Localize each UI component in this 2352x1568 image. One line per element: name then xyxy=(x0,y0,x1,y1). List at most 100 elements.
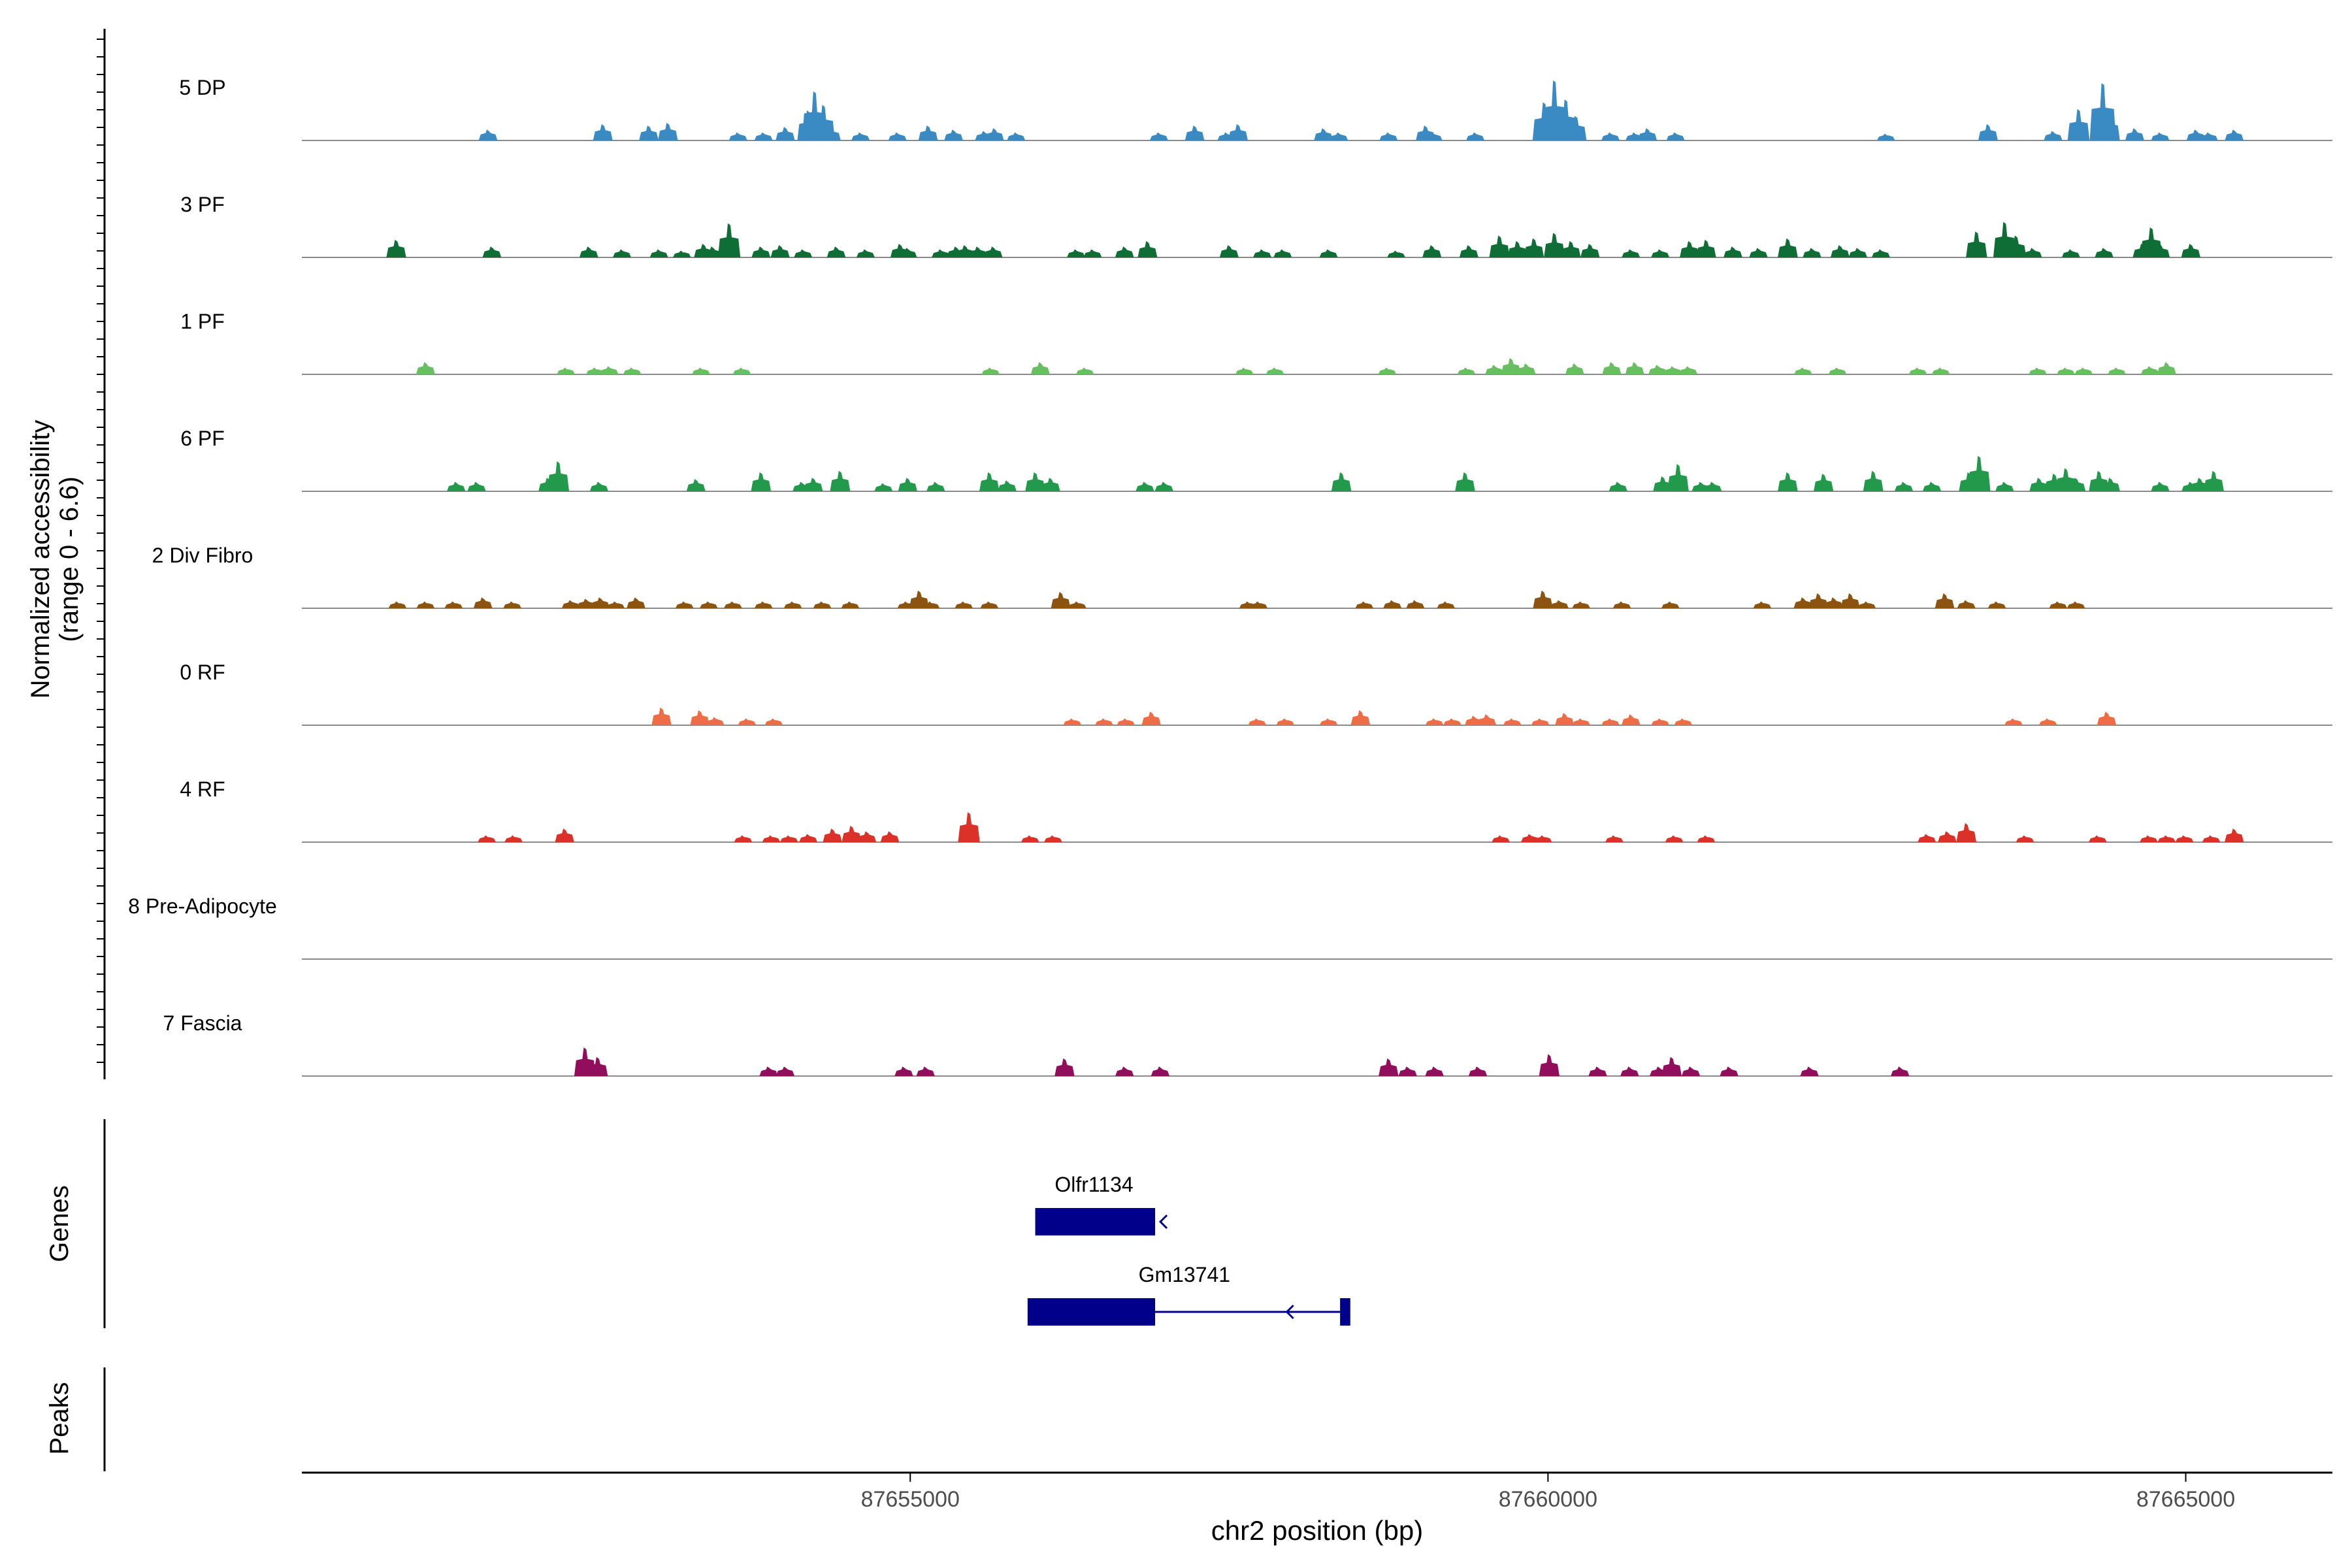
coverage-peak xyxy=(916,1066,935,1076)
coverage-peak xyxy=(1723,246,1742,257)
coverage-peak xyxy=(857,831,877,842)
track-8-pre-adipocyte: 8 Pre-Adipocyte xyxy=(128,894,2332,960)
coverage-peak xyxy=(1425,1066,1444,1076)
coverage-peak xyxy=(591,597,610,608)
coverage-peak xyxy=(1978,123,1998,140)
coverage-peak xyxy=(2061,249,2080,257)
coverage-peak xyxy=(1273,249,1292,257)
coverage-peak xyxy=(1580,244,1600,257)
coverage-peak xyxy=(1830,245,1850,257)
coverage-peak xyxy=(764,718,783,725)
gene-exon xyxy=(1035,1208,1156,1235)
track-2-div-fibro: 2 Div Fibro xyxy=(152,544,2332,609)
coverage-peak xyxy=(1406,600,1425,608)
coverage-peak xyxy=(1533,835,1552,842)
coverage-peak xyxy=(830,470,851,491)
coverage-peak xyxy=(1720,1066,1739,1076)
coverage-peak xyxy=(1621,714,1641,725)
x-tick-label: 87665000 xyxy=(2136,1487,2235,1512)
coverage-peak xyxy=(1871,249,1890,257)
coverage-peak xyxy=(728,132,747,140)
coverage-peak xyxy=(2175,835,2194,842)
coverage-peak xyxy=(1184,125,1205,140)
coverage-peak xyxy=(2151,482,2170,491)
coverage-peak xyxy=(921,601,940,608)
coverage-peak xyxy=(821,127,841,140)
track-label: 1 PF xyxy=(180,310,225,333)
coverage-peak xyxy=(1477,714,1496,725)
coverage-peak xyxy=(1848,248,1867,257)
coverage-peak xyxy=(600,366,619,374)
coverage-peak xyxy=(1891,1066,1910,1076)
coverage-peak xyxy=(1219,245,1239,257)
coverage-peak xyxy=(1572,718,1590,725)
y-axis-label-line1: Normalized accessibility xyxy=(26,420,55,699)
coverage-peak xyxy=(2088,835,2107,842)
coverage-peak xyxy=(1531,718,1550,725)
coverage-peak xyxy=(1387,250,1405,257)
coverage-peak xyxy=(1813,473,1834,491)
coverage-peak xyxy=(1524,238,1544,257)
coverage-peak xyxy=(627,597,645,608)
coverage-peak xyxy=(1151,1066,1170,1076)
coverage-peak xyxy=(1117,718,1135,725)
y-axis-label-line2: (range 0 - 6.6) xyxy=(55,476,84,642)
coverage-peak xyxy=(751,246,771,257)
coverage-axis-ticks xyxy=(97,39,105,1063)
coverage-peak xyxy=(1424,132,1443,140)
coverage-peak xyxy=(841,825,862,842)
coverage-peak xyxy=(2029,478,2049,491)
coverage-peak xyxy=(416,601,435,608)
coverage-peak xyxy=(1918,834,1936,842)
coverage-peak xyxy=(1051,591,1071,608)
coverage-peak xyxy=(2006,235,2027,257)
coverage-peak xyxy=(1601,132,1620,140)
coverage-peak xyxy=(658,122,678,140)
coverage-peak xyxy=(1115,246,1134,257)
coverage-peak xyxy=(944,129,963,140)
coverage-peak xyxy=(1379,1058,1399,1076)
coverage-peak xyxy=(1894,482,1914,491)
track-label: 6 PF xyxy=(180,427,225,450)
coverage-peak xyxy=(555,828,574,842)
x-axis-ticks: 87655000 87660000 87665000 xyxy=(861,1473,2235,1512)
coverage-peak xyxy=(1793,597,1813,608)
gene-exon xyxy=(1027,1298,1156,1326)
coverage-peak xyxy=(888,132,907,140)
coverage-peak xyxy=(2044,131,2063,140)
coverage-peak xyxy=(2157,835,2176,842)
coverage-peak xyxy=(1455,472,1475,491)
coverage-peak xyxy=(979,472,1000,491)
coverage-peak xyxy=(1653,476,1673,491)
coverage-peak xyxy=(1021,835,1039,842)
coverage-peak xyxy=(2125,128,2144,140)
coverage-peak xyxy=(1007,132,1026,140)
coverage-peak xyxy=(706,717,725,725)
coverage-peak xyxy=(823,828,842,842)
coverage-peak xyxy=(1425,718,1444,725)
coverage-peak xyxy=(1468,1066,1488,1076)
coverage-peak xyxy=(586,367,604,374)
coverage-peak xyxy=(2038,718,2057,725)
gene-olfr1134: Olfr1134 xyxy=(1035,1173,1168,1235)
coverage-peak xyxy=(613,249,632,257)
coverage-peak xyxy=(1803,248,1821,257)
coverage-peak xyxy=(1793,367,1812,374)
coverage-peak xyxy=(2151,132,2170,140)
coverage-peak xyxy=(1778,472,1798,491)
coverage-peak xyxy=(1044,835,1062,842)
coverage-peak xyxy=(692,367,710,374)
strand-arrow xyxy=(1158,1214,1168,1230)
x-axis-label: chr2 position (bp) xyxy=(1211,1515,1424,1546)
coverage-peak xyxy=(1674,718,1693,725)
gene-label: Olfr1134 xyxy=(1054,1173,1133,1196)
coverage-peak xyxy=(686,479,706,491)
coverage-peak xyxy=(898,248,917,257)
genes-panel-label: Genes xyxy=(45,1185,74,1262)
coverage-peak xyxy=(932,249,951,257)
coverage-peak xyxy=(386,239,406,257)
coverage-peak xyxy=(1967,455,1991,491)
coverage-peak xyxy=(579,246,598,257)
coverage-peak xyxy=(623,367,642,374)
coverage-peak xyxy=(894,1066,913,1076)
